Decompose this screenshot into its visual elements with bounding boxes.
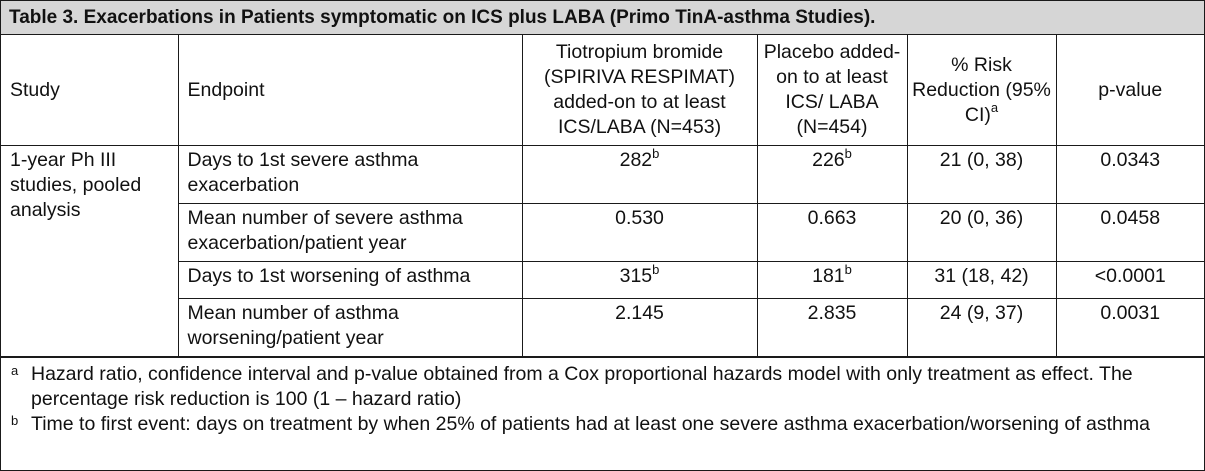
placebo-footnote-mark: b [844,145,852,161]
table-row: Mean number of severe asthma exacerbatio… [1,203,1204,262]
header-tiotropium: Tiotropium bromide (SPIRIVA RESPIMAT) ad… [521,35,758,146]
footnote-a: a Hazard ratio, confidence interval and … [11,362,1194,412]
placebo-value: 181 [812,265,845,287]
tiotropium-value: 2.145 [615,302,664,324]
footnote-mark: b [11,413,19,428]
footnote-b: b Time to first event: days on treatment… [11,412,1194,437]
table-row: Mean number of asthma worsening/patient … [1,298,1204,357]
footnote-text: Time to first event: days on treatment b… [31,413,1150,435]
tiotropium-value: 0.530 [615,207,664,229]
risk-cell: 21 (0, 38) [906,145,1057,204]
endpoint-cell: Days to 1st worsening of asthma [178,261,523,299]
tiotropium-footnote-mark: b [652,261,660,277]
tiotropium-cell: 282b [521,145,758,204]
header-risk-label: % Risk Reduction (95% CI) [912,53,1051,126]
tiotropium-footnote-mark: b [652,145,660,161]
placebo-value: 0.663 [807,207,857,229]
placebo-cell: 181b [756,261,908,299]
placebo-footnote-mark: b [844,261,852,277]
tiotropium-cell: 0.530 [521,203,758,262]
header-risk-reduction: % Risk Reduction (95% CI)a [906,35,1057,146]
placebo-cell: 0.663 [756,203,908,262]
tiotropium-cell: 2.145 [521,298,758,357]
header-row: Study Endpoint Tiotropium bromide (SPIRI… [1,35,1204,146]
tiotropium-value: 315 [619,265,653,287]
footnote-text: Hazard ratio, confidence interval and p-… [31,363,1133,410]
pvalue-cell: 0.0343 [1055,145,1204,204]
tiotropium-cell: 315b [521,261,758,299]
table-row: Days to 1st worsening of asthma 315b 181… [1,261,1204,299]
table-title: Table 3. Exacerbations in Patients sympt… [1,1,1204,35]
footnote-mark: a [11,363,19,378]
endpoint-cell: Mean number of severe asthma exacerbatio… [178,203,523,262]
endpoint-cell: Days to 1st severe asthma exacerbation [177,145,523,204]
study-cell: 1-year Ph III studies, pooled analysis [1,145,179,357]
header-placebo: Placebo added-on to at least ICS/ LABA (… [756,35,908,146]
risk-cell: 20 (0, 36) [906,203,1057,262]
placebo-cell: 226b [756,145,908,204]
header-risk-footnote-mark: a [990,100,999,115]
table-row: 1-year Ph III studies, pooled analysis D… [1,145,1204,357]
header-endpoint: Endpoint [177,35,523,146]
tiotropium-value: 282 [619,149,653,171]
placebo-value: 226 [812,149,845,171]
footnotes: a Hazard ratio, confidence interval and … [1,357,1204,437]
endpoint-cell: Mean number of asthma worsening/patient … [178,298,523,357]
risk-cell: 31 (18, 42) [906,261,1057,299]
pvalue-cell: <0.0001 [1055,261,1204,299]
risk-cell: 24 (9, 37) [906,298,1057,357]
exacerbations-table: Study Endpoint Tiotropium bromide (SPIRI… [1,35,1204,357]
header-study: Study [1,35,179,146]
pvalue-cell: 0.0031 [1055,298,1204,357]
header-pvalue: p-value [1055,35,1204,146]
placebo-value: 2.835 [807,302,857,324]
placebo-cell: 2.835 [756,298,908,357]
pvalue-cell: 0.0458 [1055,203,1204,262]
